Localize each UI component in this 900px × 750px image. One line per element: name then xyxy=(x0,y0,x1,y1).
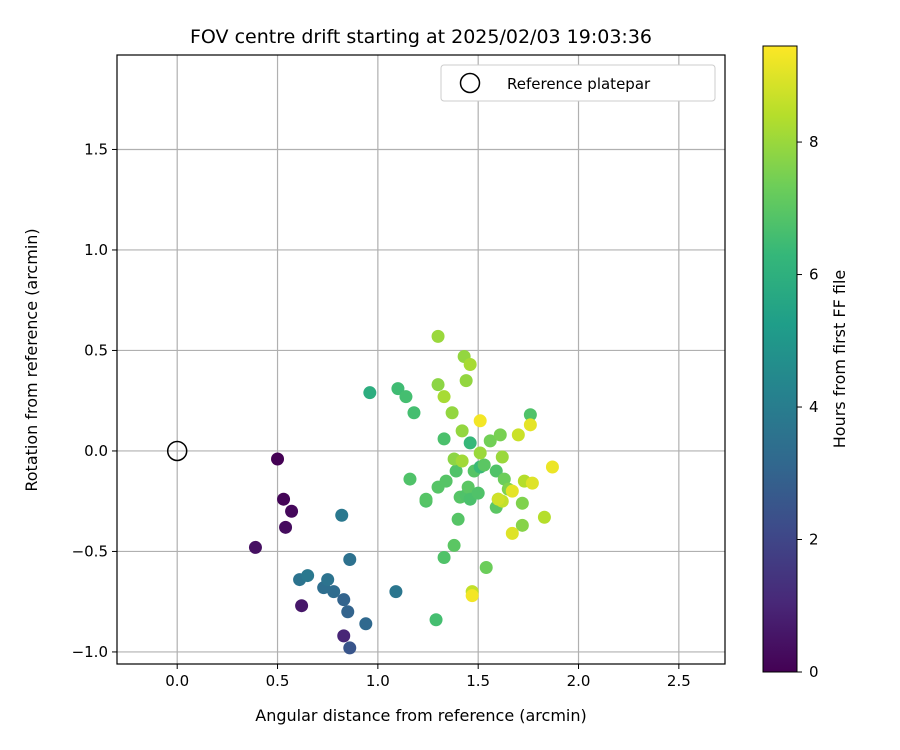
data-point xyxy=(473,446,487,460)
data-point xyxy=(295,599,309,613)
data-point xyxy=(321,573,335,587)
colorbar: 0 2 4 6 8 Hours from first FF file xyxy=(762,45,849,681)
data-point xyxy=(359,617,373,631)
x-tick-label: 0.5 xyxy=(266,672,290,690)
data-point xyxy=(479,561,493,575)
data-point xyxy=(525,476,539,490)
data-point xyxy=(437,432,451,446)
x-tick-label: 1.0 xyxy=(366,672,390,690)
data-point xyxy=(451,512,465,526)
data-point xyxy=(431,329,445,343)
data-point xyxy=(523,408,537,422)
data-point xyxy=(431,378,445,392)
y-axis-label: Rotation from reference (arcmin) xyxy=(22,228,41,491)
data-point xyxy=(437,550,451,564)
x-tick-label: 0.0 xyxy=(165,672,189,690)
data-point xyxy=(477,458,491,472)
data-point xyxy=(419,492,433,506)
x-tick-label: 1.5 xyxy=(466,672,490,690)
y-tick-label: −1.0 xyxy=(72,643,108,661)
plot-frame xyxy=(116,54,726,665)
data-points xyxy=(248,329,559,655)
data-point xyxy=(447,538,461,552)
data-point xyxy=(489,464,503,478)
data-point xyxy=(285,504,299,518)
data-point xyxy=(439,474,453,488)
reference-marker xyxy=(166,440,188,462)
y-axis: −1.0 −0.5 0.0 0.5 1.0 1.5 xyxy=(72,140,117,661)
data-point xyxy=(491,492,505,506)
data-point xyxy=(248,540,262,554)
y-tick-label: 1.0 xyxy=(84,241,108,259)
data-point xyxy=(515,518,529,532)
legend-box xyxy=(440,64,716,102)
legend-label: Reference platepar xyxy=(507,75,651,93)
data-point xyxy=(407,406,421,420)
colorbar-tick-label: 8 xyxy=(809,133,819,151)
colorbar-ticks: 0 2 4 6 8 xyxy=(797,133,819,681)
data-point xyxy=(493,428,507,442)
data-point xyxy=(391,382,405,396)
colorbar-tick-label: 6 xyxy=(809,266,819,284)
data-point xyxy=(463,358,477,372)
y-tick-label: 1.5 xyxy=(84,140,108,158)
data-point xyxy=(341,605,355,619)
data-point xyxy=(459,374,473,388)
chart-title: FOV centre drift starting at 2025/02/03 … xyxy=(190,26,652,48)
data-point xyxy=(277,492,291,506)
data-point xyxy=(545,460,559,474)
data-point xyxy=(279,520,293,534)
data-point xyxy=(429,613,443,627)
data-point xyxy=(455,454,469,468)
legend-marker xyxy=(459,72,481,94)
data-point xyxy=(495,450,509,464)
data-point xyxy=(445,406,459,420)
colorbar-gradient xyxy=(762,45,798,673)
data-point xyxy=(473,414,487,428)
colorbar-tick-label: 2 xyxy=(809,531,819,549)
grid xyxy=(117,55,725,664)
data-point xyxy=(337,593,351,607)
data-point xyxy=(505,484,519,498)
y-tick-label: 0.5 xyxy=(84,341,108,359)
data-point xyxy=(343,552,357,566)
data-point xyxy=(389,585,403,599)
x-axis-label: Angular distance from reference (arcmin) xyxy=(255,706,586,725)
data-point xyxy=(505,526,519,540)
data-point xyxy=(461,480,475,494)
legend: Reference platepar xyxy=(440,64,716,102)
data-point xyxy=(465,589,479,603)
data-point xyxy=(511,428,525,442)
y-tick-label: 0.0 xyxy=(84,442,108,460)
data-point xyxy=(337,629,351,643)
data-point xyxy=(301,569,315,583)
data-point xyxy=(515,496,529,510)
data-point xyxy=(399,390,413,404)
x-axis: 0.0 0.5 1.0 1.5 2.0 2.5 xyxy=(165,664,691,690)
y-tick-label: −0.5 xyxy=(72,542,108,560)
data-point xyxy=(437,390,451,404)
data-point xyxy=(455,424,469,438)
data-point xyxy=(463,436,477,450)
data-point xyxy=(403,472,417,486)
data-point xyxy=(537,510,551,524)
colorbar-tick-label: 0 xyxy=(809,663,819,681)
colorbar-label: Hours from first FF file xyxy=(830,270,849,449)
data-point xyxy=(471,486,485,500)
data-point xyxy=(363,386,377,400)
data-point xyxy=(271,452,285,466)
data-point xyxy=(523,418,537,432)
data-point xyxy=(327,585,341,599)
x-tick-label: 2.5 xyxy=(667,672,691,690)
data-point xyxy=(449,464,463,478)
data-point xyxy=(335,508,349,522)
data-point xyxy=(483,434,497,448)
data-point xyxy=(343,641,357,655)
colorbar-tick-label: 4 xyxy=(809,398,819,416)
x-tick-label: 2.0 xyxy=(567,672,591,690)
data-point xyxy=(497,472,511,486)
